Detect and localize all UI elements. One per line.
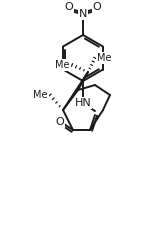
Text: O: O [65, 2, 73, 12]
Text: O: O [56, 117, 64, 127]
Text: Me: Me [97, 53, 112, 63]
Text: Me: Me [33, 90, 48, 100]
Text: HN: HN [75, 98, 91, 108]
Text: O: O [93, 2, 101, 12]
Text: Me: Me [55, 60, 70, 70]
Text: N: N [79, 9, 87, 19]
